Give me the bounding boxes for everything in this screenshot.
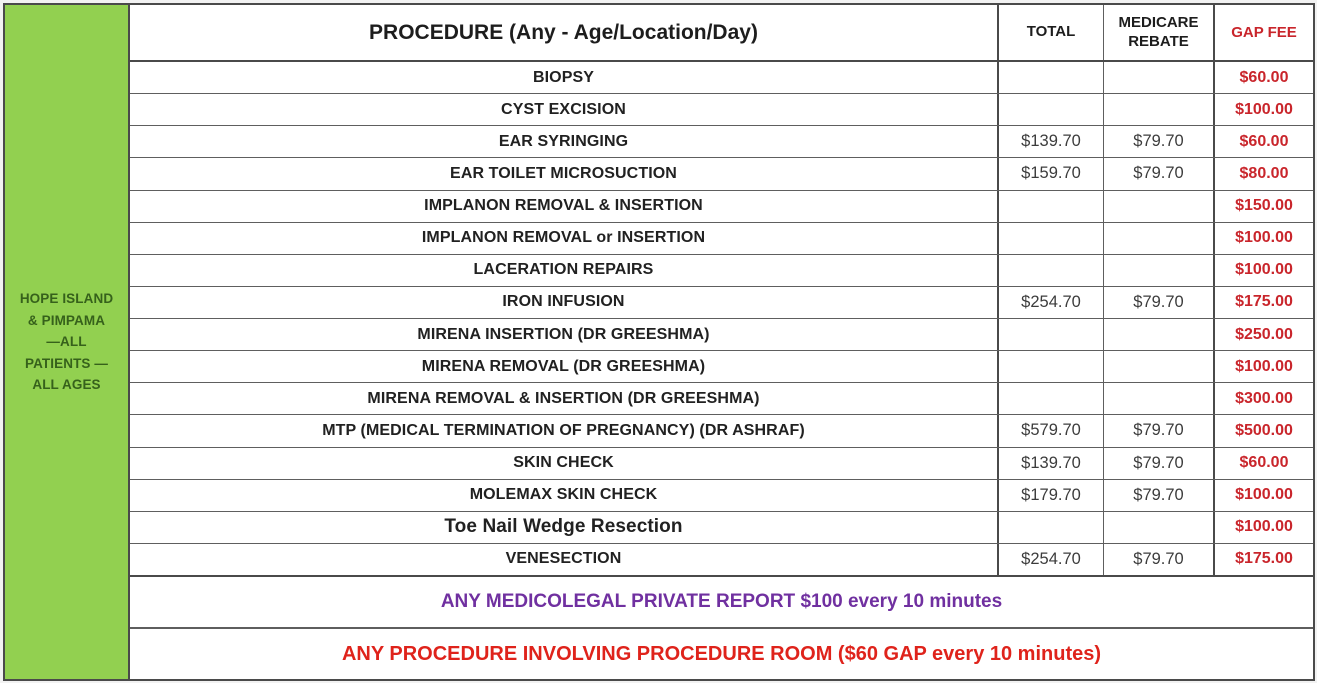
table-row: Toe Nail Wedge Resection $100.00 bbox=[130, 511, 1313, 544]
table-row: MTP (MEDICAL TERMINATION OF PREGNANCY) (… bbox=[130, 415, 1313, 448]
location-label-line: & PIMPAMA bbox=[27, 312, 106, 328]
gap-fee-value: $175.00 bbox=[1235, 550, 1293, 568]
procedure-name: MIRENA REMOVAL (DR GREESHMA) bbox=[130, 351, 999, 383]
table-row: IMPLANON REMOVAL & INSERTION $150.00 bbox=[130, 190, 1313, 223]
location-label-line: HOPE ISLAND bbox=[19, 291, 114, 307]
total-value: $254.70 bbox=[999, 543, 1104, 575]
total-value bbox=[999, 383, 1104, 415]
gap-fee-value: $250.00 bbox=[1235, 325, 1293, 343]
column-header-medicare-rebate: MEDICARE REBATE bbox=[1104, 5, 1215, 60]
procedure-fees-table: HOPE ISLAND & PIMPAMA —ALL PATIENTS — ALL AG… bbox=[3, 3, 1315, 681]
procedure-name: Toe Nail Wedge Resection bbox=[130, 511, 999, 543]
gap-fee-value: $60.00 bbox=[1239, 132, 1289, 150]
total-value: $179.70 bbox=[999, 479, 1104, 511]
gap-fee-value: $100.00 bbox=[1235, 518, 1293, 536]
procedure-name: IRON INFUSION bbox=[130, 286, 999, 318]
procedure-name: BIOPSY bbox=[130, 62, 999, 94]
table-row: IRON INFUSION $254.70 $79.70 $175.00 bbox=[130, 286, 1313, 319]
table-row: CYST EXCISION $100.00 bbox=[130, 94, 1313, 127]
total-value: $579.70 bbox=[999, 415, 1104, 447]
medicolegal-note-text: ANY MEDICOLEGAL PRIVATE REPORT $100 ever… bbox=[440, 591, 1003, 612]
medicare-rebate-value bbox=[1104, 94, 1215, 126]
procedure-room-note-text: ANY PROCEDURE INVOLVING PROCEDURE ROOM (… bbox=[341, 642, 1102, 665]
gap-fee-value: $175.00 bbox=[1235, 293, 1293, 311]
medicare-rebate-value: $79.70 bbox=[1104, 543, 1215, 575]
medicolegal-note-row: ANY MEDICOLEGAL PRIVATE REPORT $100 ever… bbox=[130, 577, 1313, 629]
location-label-line: PATIENTS — bbox=[24, 355, 108, 371]
medicare-rebate-value: $79.70 bbox=[1104, 447, 1215, 479]
gap-fee-value: $100.00 bbox=[1235, 357, 1293, 375]
total-value: $159.70 bbox=[999, 158, 1104, 190]
procedure-name: EAR SYRINGING bbox=[130, 126, 999, 158]
procedure-name: VENESECTION bbox=[130, 543, 999, 575]
total-value bbox=[999, 94, 1104, 126]
gap-fee-value: $60.00 bbox=[1239, 68, 1289, 86]
procedure-name: MIRENA REMOVAL & INSERTION (DR GREESHMA) bbox=[130, 383, 999, 415]
table-row: LACERATION REPAIRS $100.00 bbox=[130, 254, 1313, 287]
gap-fee-value: $300.00 bbox=[1235, 389, 1293, 407]
table-row: MIRENA INSERTION (DR GREESHMA) $250.00 bbox=[130, 319, 1313, 352]
column-header-total: TOTAL bbox=[999, 5, 1104, 60]
procedure-room-note-row: ANY PROCEDURE INVOLVING PROCEDURE ROOM (… bbox=[130, 629, 1313, 679]
medicare-rebate-value bbox=[1104, 222, 1215, 254]
medicare-rebate-value: $79.70 bbox=[1104, 415, 1215, 447]
total-value: $139.70 bbox=[999, 447, 1104, 479]
table-row: MOLEMAX SKIN CHECK $179.70 $79.70 $100.0… bbox=[130, 479, 1313, 512]
gap-fee-value: $100.00 bbox=[1235, 486, 1293, 504]
table-row: IMPLANON REMOVAL or INSERTION $100.00 bbox=[130, 222, 1313, 255]
medicare-rebate-value: $79.70 bbox=[1104, 479, 1215, 511]
medicare-rebate-value bbox=[1104, 190, 1215, 222]
total-value: $254.70 bbox=[999, 286, 1104, 318]
total-value bbox=[999, 254, 1104, 286]
table-main: PROCEDURE (Any - Age/Location/Day) TOTAL… bbox=[130, 5, 1313, 679]
gap-fee-value: $100.00 bbox=[1235, 229, 1293, 247]
total-value bbox=[999, 62, 1104, 94]
gap-fee-value: $60.00 bbox=[1239, 454, 1289, 472]
procedure-name: LACERATION REPAIRS bbox=[130, 254, 999, 286]
total-value bbox=[999, 511, 1104, 543]
table-row: MIRENA REMOVAL (DR GREESHMA) $100.00 bbox=[130, 351, 1313, 384]
medicare-rebate-value: $79.70 bbox=[1104, 158, 1215, 190]
total-value bbox=[999, 319, 1104, 351]
total-value bbox=[999, 190, 1104, 222]
medicare-rebate-value: $79.70 bbox=[1104, 286, 1215, 318]
procedure-name: EAR TOILET MICROSUCTION bbox=[130, 158, 999, 190]
location-cell: HOPE ISLAND & PIMPAMA —ALL PATIENTS — ALL AG… bbox=[5, 5, 130, 679]
procedure-name: MTP (MEDICAL TERMINATION OF PREGNANCY) (… bbox=[130, 415, 999, 447]
procedure-name: MOLEMAX SKIN CHECK bbox=[130, 479, 999, 511]
table-row: BIOPSY $60.00 bbox=[130, 62, 1313, 95]
table-header-row: PROCEDURE (Any - Age/Location/Day) TOTAL… bbox=[130, 5, 1313, 62]
location-label-line: —ALL bbox=[46, 334, 87, 350]
procedure-name: CYST EXCISION bbox=[130, 94, 999, 126]
gap-fee-value: $80.00 bbox=[1239, 164, 1289, 182]
medicare-rebate-value bbox=[1104, 319, 1215, 351]
table-row: MIRENA REMOVAL & INSERTION (DR GREESHMA)… bbox=[130, 383, 1313, 416]
total-value bbox=[999, 351, 1104, 383]
table-row: EAR TOILET MICROSUCTION $159.70 $79.70 $… bbox=[130, 158, 1313, 191]
gap-fee-value: $100.00 bbox=[1235, 261, 1293, 279]
medicare-rebate-value bbox=[1104, 62, 1215, 94]
gap-fee-value: $500.00 bbox=[1235, 421, 1293, 439]
table-row: VENESECTION $254.70 $79.70 $175.00 bbox=[130, 543, 1313, 577]
medicare-rebate-value bbox=[1104, 254, 1215, 286]
column-header-gap-fee: GAP FEE bbox=[1231, 24, 1297, 41]
procedure-name: MIRENA INSERTION (DR GREESHMA) bbox=[130, 319, 999, 351]
medicare-rebate-value bbox=[1104, 383, 1215, 415]
gap-fee-value: $100.00 bbox=[1235, 100, 1293, 118]
medicare-rebate-value: $79.70 bbox=[1104, 126, 1215, 158]
medicare-rebate-value bbox=[1104, 511, 1215, 543]
total-value bbox=[999, 222, 1104, 254]
column-header-procedure: PROCEDURE (Any - Age/Location/Day) bbox=[130, 5, 999, 60]
medicare-rebate-value bbox=[1104, 351, 1215, 383]
procedure-name: IMPLANON REMOVAL & INSERTION bbox=[130, 190, 999, 222]
location-label-line: ALL AGES bbox=[32, 377, 101, 393]
procedure-name: IMPLANON REMOVAL or INSERTION bbox=[130, 222, 999, 254]
table-row: SKIN CHECK $139.70 $79.70 $60.00 bbox=[130, 447, 1313, 480]
table-row: EAR SYRINGING $139.70 $79.70 $60.00 bbox=[130, 126, 1313, 159]
total-value: $139.70 bbox=[999, 126, 1104, 158]
procedure-name: SKIN CHECK bbox=[130, 447, 999, 479]
gap-fee-value: $150.00 bbox=[1235, 197, 1293, 215]
